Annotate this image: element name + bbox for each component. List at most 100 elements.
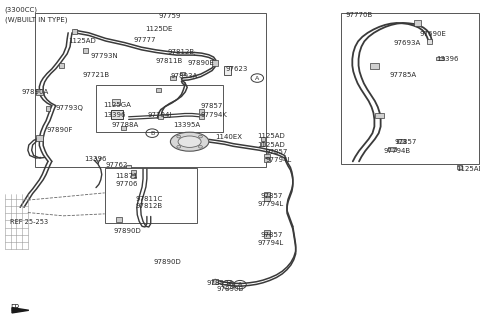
Text: 1140EX: 1140EX <box>215 134 242 140</box>
Text: 97794J: 97794J <box>147 113 172 118</box>
Text: 97811B: 97811B <box>156 58 183 64</box>
Bar <box>264 158 270 162</box>
Text: (3300CC): (3300CC) <box>5 7 38 13</box>
Text: 1125AD: 1125AD <box>257 133 285 139</box>
Text: 97890E: 97890E <box>187 60 214 66</box>
Bar <box>370 63 379 69</box>
Bar <box>341 13 479 164</box>
Bar <box>132 174 135 178</box>
Text: 97770B: 97770B <box>346 12 373 18</box>
Ellipse shape <box>170 132 209 151</box>
Text: 97690E: 97690E <box>419 31 446 37</box>
Text: 1125AD: 1125AD <box>69 38 96 44</box>
Text: 97785A: 97785A <box>390 72 417 78</box>
Bar <box>112 99 120 105</box>
Bar <box>388 147 396 151</box>
Bar <box>36 135 43 141</box>
Bar <box>436 57 444 60</box>
Bar <box>212 60 218 66</box>
Bar <box>397 139 405 143</box>
Circle shape <box>177 135 180 138</box>
Ellipse shape <box>178 136 201 147</box>
Bar <box>180 72 185 75</box>
Text: 97890A: 97890A <box>21 89 48 95</box>
Circle shape <box>199 135 203 138</box>
Text: 97793Q: 97793Q <box>56 105 84 111</box>
Text: 13396: 13396 <box>84 156 107 162</box>
Bar <box>96 85 223 132</box>
Text: 13396: 13396 <box>103 113 126 118</box>
Text: 1125DE: 1125DE <box>145 26 172 32</box>
Bar <box>199 109 204 113</box>
Text: 1125AD: 1125AD <box>456 166 480 172</box>
Circle shape <box>177 146 180 148</box>
Text: 97890D: 97890D <box>113 228 141 234</box>
Text: 97857: 97857 <box>265 149 288 155</box>
Text: 97759: 97759 <box>158 13 181 19</box>
Bar <box>105 168 197 223</box>
Text: 97623: 97623 <box>226 66 248 72</box>
Bar <box>35 13 266 167</box>
Text: 97893A: 97893A <box>170 73 198 79</box>
Bar <box>264 197 270 201</box>
Bar <box>121 126 126 130</box>
Bar <box>261 142 265 146</box>
Text: 97777: 97777 <box>133 37 156 43</box>
Bar <box>212 279 218 284</box>
Text: 97794L: 97794L <box>257 201 284 207</box>
Bar <box>126 165 131 168</box>
Bar <box>132 170 135 174</box>
Bar <box>83 48 88 53</box>
Text: 97793N: 97793N <box>90 53 118 59</box>
Text: 97706: 97706 <box>115 181 138 187</box>
Bar <box>224 66 231 75</box>
Bar <box>457 165 462 169</box>
Text: A: A <box>255 75 259 81</box>
Bar <box>264 230 270 234</box>
Text: 97857: 97857 <box>201 103 223 109</box>
Bar <box>170 76 176 80</box>
Text: 97721B: 97721B <box>83 72 110 78</box>
Text: 97893A: 97893A <box>206 280 234 286</box>
Text: 97794L: 97794L <box>265 157 292 163</box>
Text: 97762: 97762 <box>106 162 128 168</box>
Text: FR.: FR. <box>11 304 23 313</box>
Bar <box>46 106 50 111</box>
Bar <box>72 29 77 34</box>
Text: 1125GA: 1125GA <box>103 102 131 108</box>
Text: 97693A: 97693A <box>394 40 421 46</box>
Bar <box>116 217 122 222</box>
Text: 97812B: 97812B <box>135 203 163 209</box>
Text: 13396: 13396 <box>436 56 459 62</box>
Text: 97857: 97857 <box>395 139 417 145</box>
Bar <box>158 114 163 119</box>
Text: 97794L: 97794L <box>257 240 284 246</box>
Text: (W/BUILT IN TYPE): (W/BUILT IN TYPE) <box>5 16 67 23</box>
Text: 97794B: 97794B <box>384 148 411 154</box>
Text: REF 25-253: REF 25-253 <box>10 219 48 225</box>
Bar <box>427 39 432 44</box>
Text: A: A <box>238 282 242 287</box>
Bar <box>264 154 270 157</box>
Text: 97857: 97857 <box>261 232 283 238</box>
Bar <box>264 234 270 238</box>
Text: 97812B: 97812B <box>167 50 194 55</box>
Polygon shape <box>12 308 29 313</box>
Bar <box>156 88 161 92</box>
Text: 97857: 97857 <box>261 193 283 199</box>
Bar <box>264 192 270 196</box>
Text: 97811C: 97811C <box>135 196 163 202</box>
Text: 11871: 11871 <box>115 174 138 179</box>
Bar <box>261 137 265 141</box>
Text: 97890F: 97890F <box>46 127 72 133</box>
Bar <box>59 63 64 68</box>
Text: 13395A: 13395A <box>173 122 200 128</box>
Text: 97890D: 97890D <box>154 259 181 265</box>
Text: 97788A: 97788A <box>112 122 139 128</box>
Bar <box>199 114 204 119</box>
Text: B: B <box>227 282 230 287</box>
Text: 97890B: 97890B <box>217 286 244 292</box>
Bar <box>111 110 123 119</box>
Bar <box>36 89 43 95</box>
Bar <box>375 113 384 118</box>
